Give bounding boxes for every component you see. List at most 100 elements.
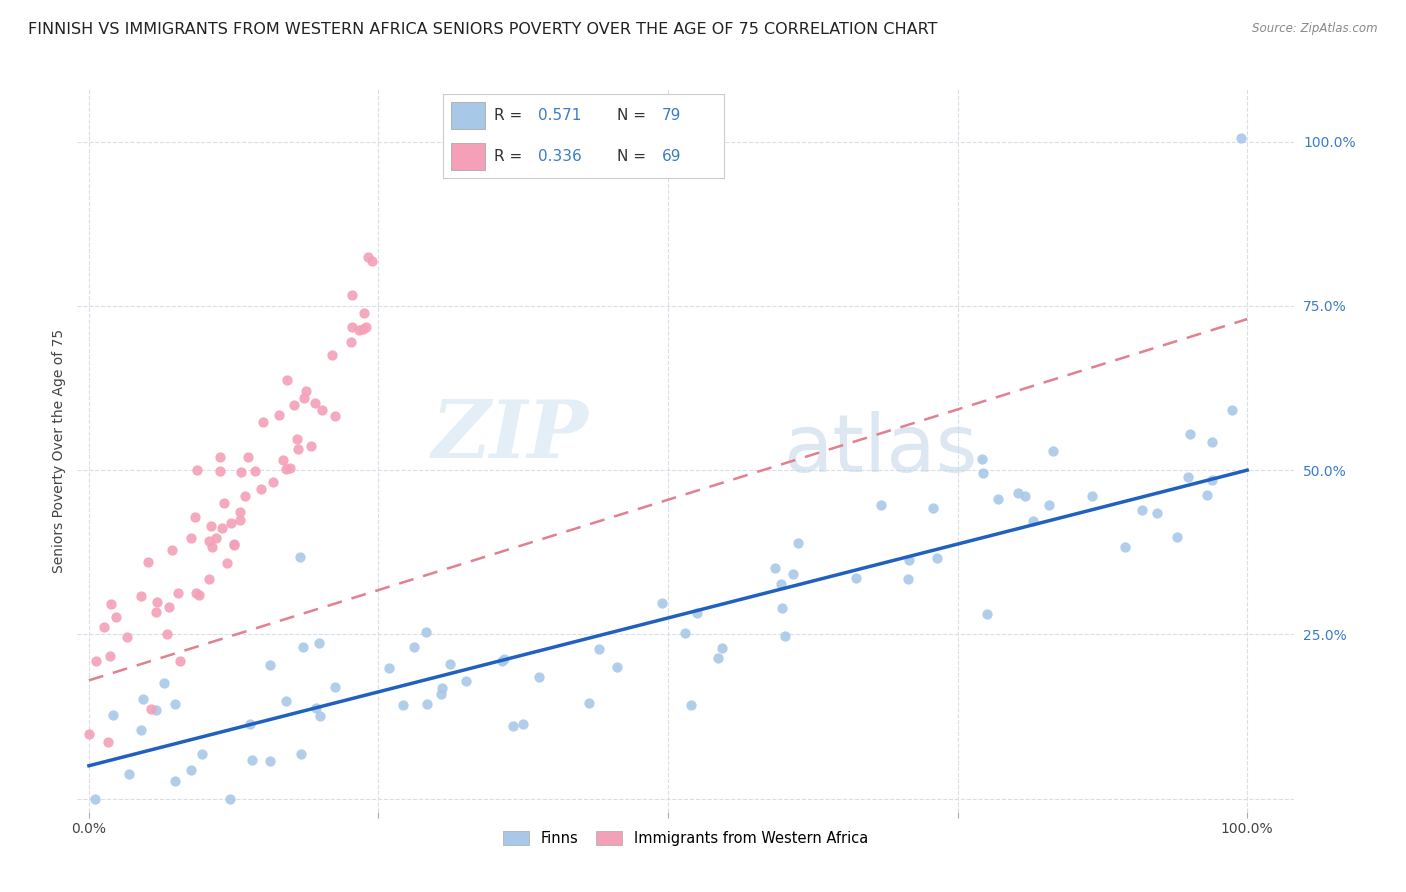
- Point: [197, 572, 219, 586]
- Point: [770, 600, 793, 615]
- Point: [97, 735, 120, 749]
- Point: [180, 763, 202, 777]
- Point: [186, 586, 208, 600]
- Point: [415, 624, 437, 639]
- Point: [101, 707, 124, 722]
- Point: [763, 560, 786, 574]
- Point: [290, 747, 312, 761]
- Point: [229, 465, 252, 479]
- Point: [454, 674, 477, 689]
- Point: [1197, 487, 1219, 501]
- Point: [987, 492, 1010, 507]
- Point: [186, 463, 208, 477]
- Point: [416, 697, 439, 711]
- Point: [287, 442, 309, 456]
- Point: [404, 640, 426, 655]
- Point: [191, 747, 214, 761]
- Point: [323, 409, 346, 423]
- Point: [527, 670, 550, 684]
- Point: [1130, 503, 1153, 517]
- Point: [1220, 403, 1243, 417]
- Point: [845, 570, 868, 584]
- Point: [271, 453, 294, 467]
- Point: [430, 681, 453, 695]
- Point: [184, 509, 207, 524]
- Point: [1177, 470, 1199, 484]
- Point: [491, 654, 513, 668]
- Point: [578, 696, 600, 710]
- Text: N =: N =: [617, 149, 651, 164]
- Point: [129, 723, 152, 738]
- Point: [321, 348, 343, 362]
- Point: [236, 450, 259, 465]
- Point: [163, 697, 186, 711]
- Point: [786, 536, 808, 550]
- Text: 69: 69: [662, 149, 682, 164]
- Point: [301, 439, 323, 453]
- Point: [1038, 498, 1060, 512]
- Point: [233, 489, 256, 503]
- Point: [323, 681, 346, 695]
- Point: [200, 519, 222, 533]
- Point: [706, 651, 728, 665]
- Point: [1114, 540, 1136, 554]
- FancyBboxPatch shape: [451, 103, 485, 129]
- Point: [352, 322, 374, 336]
- Point: [512, 717, 534, 731]
- Point: [898, 553, 921, 567]
- Point: [239, 716, 262, 731]
- Point: [976, 607, 998, 621]
- Point: [347, 323, 370, 337]
- Point: [283, 398, 305, 412]
- Point: [100, 598, 122, 612]
- Point: [132, 691, 155, 706]
- Y-axis label: Seniors Poverty Over the Age of 75: Seniors Poverty Over the Age of 75: [52, 328, 66, 573]
- Point: [145, 605, 167, 619]
- Point: [361, 254, 384, 268]
- Point: [972, 466, 994, 480]
- Point: [219, 791, 242, 805]
- Point: [118, 766, 141, 780]
- Point: [292, 640, 315, 654]
- Point: [340, 288, 363, 302]
- Point: [205, 531, 228, 545]
- Point: [249, 482, 271, 496]
- Text: atlas: atlas: [783, 411, 977, 490]
- Point: [188, 588, 211, 602]
- Point: [897, 573, 920, 587]
- Text: 0.336: 0.336: [538, 149, 582, 164]
- Point: [1201, 473, 1223, 487]
- Point: [1178, 427, 1201, 442]
- Point: [925, 550, 948, 565]
- Point: [1007, 486, 1029, 500]
- Point: [773, 629, 796, 643]
- Point: [309, 709, 332, 723]
- Point: [1230, 131, 1253, 145]
- Text: ZIP: ZIP: [432, 397, 588, 475]
- Point: [201, 540, 224, 554]
- Text: 79: 79: [662, 108, 682, 123]
- Point: [136, 556, 159, 570]
- Point: [153, 676, 176, 690]
- Point: [165, 773, 187, 788]
- Point: [295, 384, 318, 399]
- Point: [340, 334, 363, 349]
- Point: [276, 373, 298, 387]
- Point: [93, 620, 115, 634]
- Point: [222, 537, 245, 551]
- Point: [651, 597, 673, 611]
- Point: [280, 460, 302, 475]
- Point: [972, 452, 994, 467]
- Point: [157, 600, 180, 615]
- Point: [219, 516, 242, 530]
- Point: [292, 391, 315, 405]
- Point: [304, 395, 326, 409]
- Point: [156, 627, 179, 641]
- Text: N =: N =: [617, 108, 651, 123]
- Point: [162, 542, 184, 557]
- Point: [139, 702, 162, 716]
- Point: [311, 403, 333, 417]
- Point: [494, 652, 516, 666]
- Point: [1146, 506, 1168, 520]
- Point: [117, 630, 139, 644]
